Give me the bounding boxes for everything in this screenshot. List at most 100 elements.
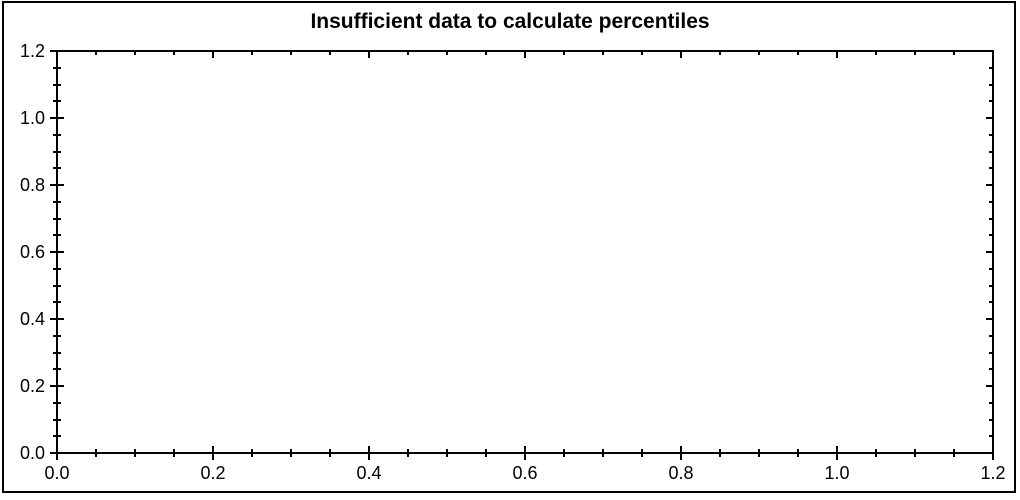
x-minor-tick-mirror <box>407 50 409 55</box>
x-minor-tick <box>563 449 565 457</box>
x-tick-label: 0.8 <box>668 463 694 483</box>
chart-title: Insufficient data to calculate percentil… <box>310 10 710 33</box>
x-minor-tick-mirror <box>290 50 292 55</box>
x-minor-tick <box>329 449 331 457</box>
y-minor-tick <box>53 401 61 404</box>
x-major-tick <box>212 446 214 460</box>
y-major-tick-mirror <box>986 452 994 454</box>
x-minor-tick-mirror <box>251 50 253 55</box>
y-minor-tick <box>53 435 61 438</box>
x-minor-tick-mirror <box>95 50 97 55</box>
y-minor-tick-mirror <box>989 100 994 103</box>
x-major-tick-mirror <box>56 50 58 58</box>
y-major-tick-mirror <box>986 318 994 320</box>
y-minor-tick-mirror <box>989 133 994 136</box>
y-minor-tick-mirror <box>989 217 994 220</box>
y-minor-tick <box>53 267 61 270</box>
y-minor-tick <box>53 217 61 220</box>
x-minor-tick-mirror <box>173 50 175 55</box>
y-minor-tick <box>53 66 61 69</box>
x-minor-tick-mirror <box>329 50 331 55</box>
x-minor-tick <box>602 449 604 457</box>
y-tick-label: 0.4 <box>19 309 45 329</box>
x-minor-tick <box>758 449 760 457</box>
y-minor-tick <box>53 150 61 153</box>
x-minor-tick-mirror <box>875 50 877 55</box>
y-major-tick-mirror <box>986 50 994 52</box>
x-minor-tick <box>173 449 175 457</box>
x-tick-label: 1.2 <box>980 463 1006 483</box>
x-tick-label: 0.2 <box>200 463 226 483</box>
y-major-tick-mirror <box>986 385 994 387</box>
x-minor-tick-mirror <box>446 50 448 55</box>
y-major-tick <box>50 318 64 320</box>
y-tick-label: 0.8 <box>19 175 45 195</box>
y-minor-tick <box>53 301 61 304</box>
x-tick-label: 0.0 <box>44 463 70 483</box>
x-major-tick <box>680 446 682 460</box>
x-major-tick <box>524 446 526 460</box>
x-minor-tick <box>797 449 799 457</box>
x-minor-tick <box>95 449 97 457</box>
y-minor-tick-mirror <box>989 167 994 170</box>
y-tick-label: 0.2 <box>19 376 45 396</box>
y-major-tick <box>50 50 64 52</box>
y-minor-tick-mirror <box>989 200 994 203</box>
x-major-tick-mirror <box>680 50 682 58</box>
x-major-tick-mirror <box>992 50 994 58</box>
x-minor-tick-mirror <box>797 50 799 55</box>
y-major-tick <box>50 452 64 454</box>
x-minor-tick <box>251 449 253 457</box>
y-tick-label: 1.2 <box>19 41 45 61</box>
y-minor-tick <box>53 234 61 237</box>
x-minor-tick-mirror <box>914 50 916 55</box>
y-tick-label: 1.0 <box>19 108 45 128</box>
y-major-tick-mirror <box>986 184 994 186</box>
y-minor-tick <box>53 418 61 421</box>
x-minor-tick <box>641 449 643 457</box>
plot-area <box>56 50 994 454</box>
y-major-tick-mirror <box>986 117 994 119</box>
x-major-tick-mirror <box>524 50 526 58</box>
y-minor-tick <box>53 284 61 287</box>
y-minor-tick <box>53 334 61 337</box>
y-minor-tick-mirror <box>989 83 994 86</box>
x-minor-tick <box>914 449 916 457</box>
y-minor-tick-mirror <box>989 267 994 270</box>
y-tick-label: 0.0 <box>19 443 45 463</box>
y-minor-tick-mirror <box>989 150 994 153</box>
y-minor-tick <box>53 368 61 371</box>
y-major-tick <box>50 251 64 253</box>
y-minor-tick-mirror <box>989 334 994 337</box>
y-minor-tick <box>53 351 61 354</box>
y-minor-tick-mirror <box>989 301 994 304</box>
x-minor-tick-mirror <box>485 50 487 55</box>
x-minor-tick <box>407 449 409 457</box>
x-major-tick <box>836 446 838 460</box>
y-minor-tick-mirror <box>989 368 994 371</box>
x-major-tick-mirror <box>836 50 838 58</box>
x-minor-tick-mirror <box>719 50 721 55</box>
x-tick-label: 0.4 <box>356 463 382 483</box>
y-minor-tick-mirror <box>989 66 994 69</box>
y-minor-tick-mirror <box>989 284 994 287</box>
x-minor-tick-mirror <box>953 50 955 55</box>
y-minor-tick <box>53 167 61 170</box>
x-tick-label: 1.0 <box>824 463 850 483</box>
x-major-tick-mirror <box>212 50 214 58</box>
y-minor-tick-mirror <box>989 401 994 404</box>
y-minor-tick <box>53 83 61 86</box>
x-minor-tick-mirror <box>758 50 760 55</box>
y-major-tick <box>50 184 64 186</box>
x-minor-tick-mirror <box>563 50 565 55</box>
y-minor-tick-mirror <box>989 351 994 354</box>
x-minor-tick-mirror <box>641 50 643 55</box>
x-minor-tick <box>485 449 487 457</box>
y-minor-tick <box>53 200 61 203</box>
y-tick-label: 0.6 <box>19 242 45 262</box>
x-minor-tick-mirror <box>602 50 604 55</box>
x-minor-tick <box>719 449 721 457</box>
x-minor-tick-mirror <box>134 50 136 55</box>
x-minor-tick <box>446 449 448 457</box>
